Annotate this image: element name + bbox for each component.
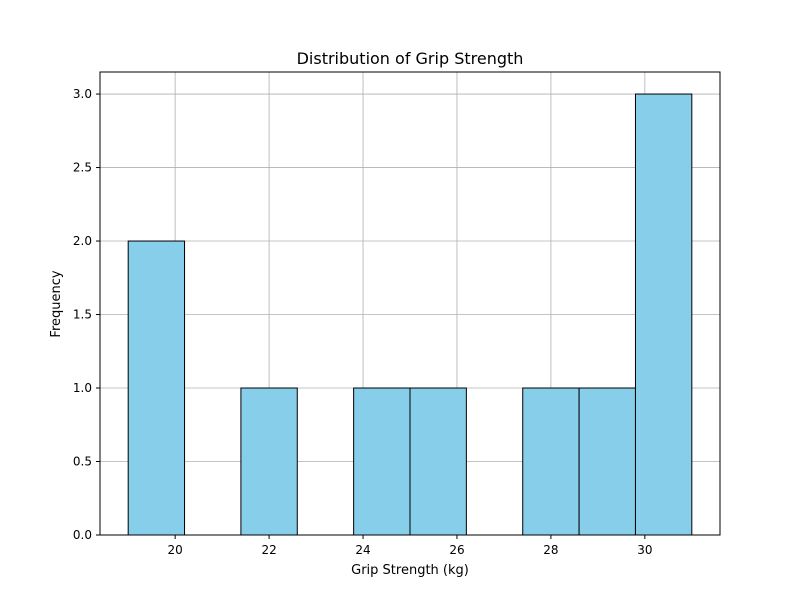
histogram-bar: [240, 387, 298, 536]
histogram-bar: [409, 387, 467, 536]
histogram-bar: [578, 387, 636, 536]
x-tick-label: 22: [261, 543, 276, 557]
y-tick-label: 2.5: [73, 161, 92, 175]
x-tick-label: 20: [168, 543, 183, 557]
y-axis-ticks: 0.0 0.5 1.0 1.5 2.0 2.5 3.0: [73, 87, 100, 542]
plot-frame: [99, 71, 721, 536]
x-tick-label: 28: [543, 543, 558, 557]
y-tick-label: 1.0: [73, 381, 92, 395]
y-tick-label: 3.0: [73, 87, 92, 101]
y-tick-label: 1.5: [73, 308, 92, 322]
x-tick-label: 30: [637, 543, 652, 557]
histogram-bar: [353, 387, 411, 536]
y-tick-label: 0.0: [73, 528, 92, 542]
x-tick-label: 24: [355, 543, 370, 557]
y-tick-label: 0.5: [73, 455, 92, 469]
x-axis-ticks: 20 22 24 26 28 30: [168, 535, 652, 557]
histogram-bar: [634, 93, 693, 536]
grid-lines: [100, 72, 720, 536]
histogram-bars: [127, 93, 693, 536]
histogram-bar: [522, 387, 580, 536]
x-tick-label: 26: [449, 543, 464, 557]
chart-title: Distribution of Grip Strength: [297, 49, 524, 68]
y-tick-label: 2.0: [73, 234, 92, 248]
x-axis-label: Grip Strength (kg): [351, 563, 469, 578]
y-axis-label: Frequency: [49, 270, 64, 337]
histogram-bar: [127, 240, 186, 536]
